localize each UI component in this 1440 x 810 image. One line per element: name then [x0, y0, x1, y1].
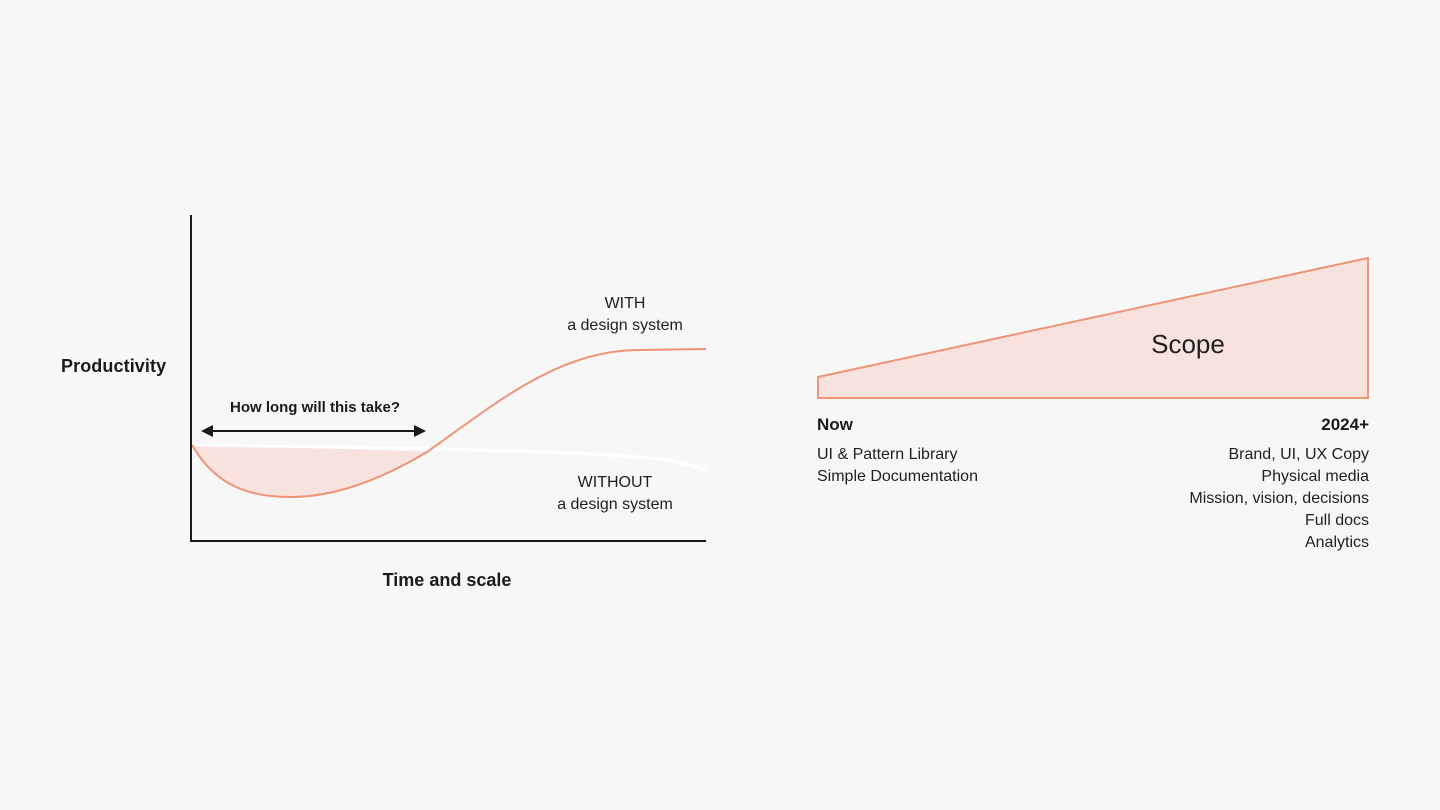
- now-items-list: UI & Pattern Library Simple Documentatio…: [817, 444, 978, 488]
- scope-label: Scope: [1151, 329, 1225, 359]
- without-label-line2: a design system: [557, 496, 673, 513]
- with-label-line1: WITH: [604, 295, 646, 312]
- time-and-scale-axis-label: Time and scale: [382, 570, 512, 590]
- with-design-system-label: WITH a design system: [545, 293, 705, 337]
- future-item: Analytics: [1304, 534, 1369, 551]
- without-label-line1: WITHOUT: [577, 474, 653, 491]
- without-design-system-line: [191, 443, 707, 472]
- future-item: Full docs: [1304, 512, 1369, 529]
- future-item: Brand, UI, UX Copy: [1228, 446, 1370, 463]
- now-item: UI & Pattern Library: [817, 446, 958, 463]
- now-title: Now: [817, 415, 853, 434]
- future-item: Mission, vision, decisions: [1189, 490, 1369, 507]
- now-item: Simple Documentation: [817, 468, 978, 485]
- productivity-axis-label: Productivity: [61, 356, 167, 376]
- without-design-system-label: WITHOUT a design system: [535, 472, 695, 516]
- productivity-dip-area: [192, 445, 427, 497]
- duration-question: How long will this take?: [229, 399, 400, 416]
- future-items-list: Brand, UI, UX Copy Physical media Missio…: [1189, 444, 1369, 554]
- with-design-system-curve: [191, 348, 707, 499]
- with-label-line2: a design system: [567, 317, 683, 334]
- future-item: Physical media: [1261, 468, 1369, 485]
- scope-wedge: [817, 256, 1369, 399]
- future-title: 2024+: [1321, 415, 1369, 434]
